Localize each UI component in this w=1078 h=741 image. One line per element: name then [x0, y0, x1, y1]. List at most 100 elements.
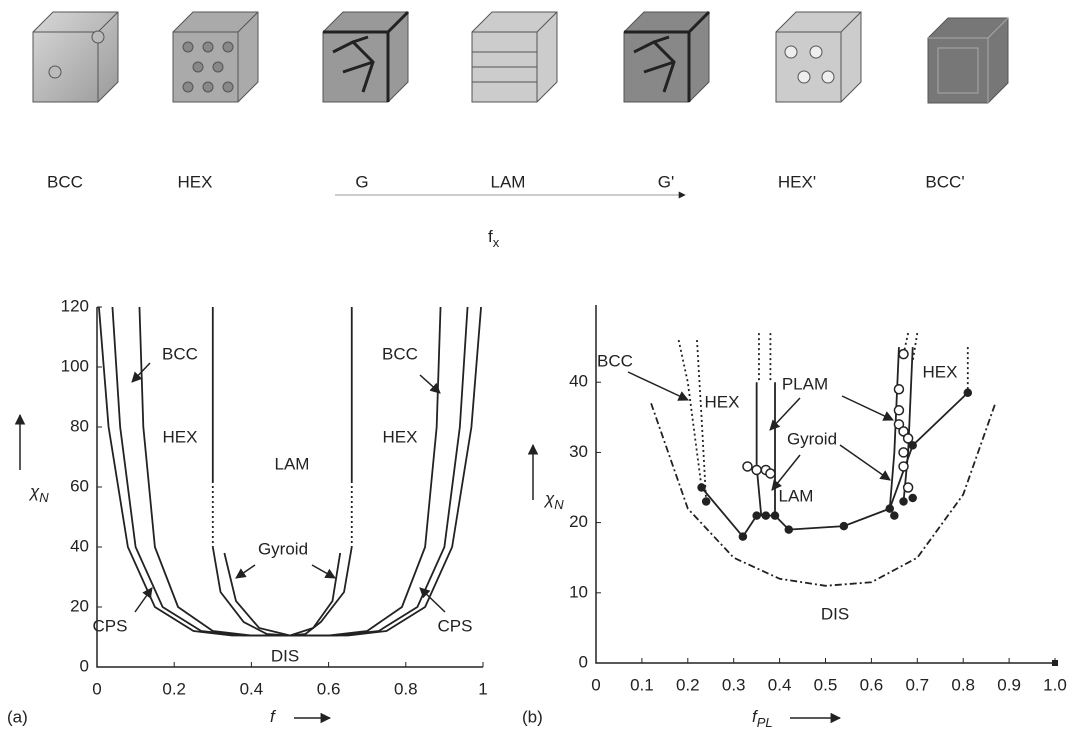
region-label: Gyroid	[258, 539, 308, 558]
phase-boundary	[224, 553, 290, 636]
y-tick-label: 20	[70, 596, 89, 615]
x-tick-label: 0.5	[814, 675, 838, 694]
phase-boundary	[757, 382, 762, 515]
region-label: DIS	[821, 604, 849, 623]
data-point	[752, 465, 761, 474]
x-tick-label: 0.6	[317, 679, 341, 698]
data-point	[840, 523, 847, 530]
x-tick-label: 1.0	[1043, 675, 1067, 694]
y-tick-label: 20	[569, 512, 588, 531]
x-tick-label: 0.1	[630, 675, 654, 694]
phase-boundary	[702, 393, 968, 537]
y-tick-label: 0	[80, 656, 89, 675]
x-tick-label: 0.8	[394, 679, 418, 698]
phase-boundary	[290, 307, 441, 636]
data-point	[785, 526, 792, 533]
y-axis-label-main: χ	[28, 482, 40, 501]
region-label: CPS	[438, 616, 473, 635]
phase-boundary	[697, 340, 706, 501]
phase-boundary	[679, 340, 702, 487]
morphology-label: HEX	[178, 172, 213, 191]
y-tick-label: 60	[70, 476, 89, 495]
y-axis-label-sub: N	[39, 490, 49, 505]
x-tick-label: 0.3	[722, 675, 746, 694]
morphology-label: G	[355, 172, 368, 191]
y-tick-label: 120	[61, 296, 89, 315]
y-tick-label: 100	[61, 356, 89, 375]
data-point	[909, 495, 916, 502]
figure: BCCHEXGLAMG'HEX'BCC'fx00.20.40.60.810204…	[0, 0, 1078, 741]
morphology-label: BCC'	[925, 172, 964, 191]
morphology-label: HEX'	[778, 172, 816, 191]
phase-boundary	[213, 547, 290, 636]
x-tick-label: 0	[591, 675, 600, 694]
panel-label: (b)	[522, 707, 543, 726]
x-axis-label: f	[270, 707, 277, 726]
phase-boundary	[112, 307, 290, 636]
region-label: HEX	[383, 427, 418, 446]
y-axis-label: χN	[28, 482, 49, 505]
region-label: HEX	[163, 427, 198, 446]
region-label: HEX	[923, 362, 958, 381]
panel-label: (a)	[7, 707, 28, 726]
region-label: LAM	[275, 454, 310, 473]
x-tick-label: 1	[478, 679, 487, 698]
y-tick-label: 80	[70, 416, 89, 435]
data-point	[904, 434, 913, 443]
data-point	[743, 462, 752, 471]
phase-boundary	[904, 347, 913, 501]
data-point	[899, 350, 908, 359]
fx-label: fx	[488, 227, 500, 250]
region-label: BCC	[597, 351, 633, 370]
morphology-label: LAM	[491, 172, 526, 191]
phase-boundary	[290, 547, 352, 636]
data-point	[753, 512, 760, 519]
x-tick-label: 0.8	[951, 675, 975, 694]
x-tick-label: 0.7	[905, 675, 929, 694]
y-axis-label: χN	[543, 489, 564, 512]
x-axis-label: fPL	[752, 707, 773, 730]
data-point	[739, 533, 746, 540]
region-label: DIS	[271, 646, 299, 665]
data-point	[762, 512, 769, 519]
y-axis-label-sub: N	[554, 497, 564, 512]
data-point	[766, 469, 775, 478]
x-axis-label-main: f	[270, 707, 277, 726]
phase-boundary	[290, 307, 468, 636]
x-tick-label: 0.6	[860, 675, 884, 694]
data-point	[904, 483, 913, 492]
y-tick-label: 40	[70, 536, 89, 555]
data-point	[964, 389, 971, 396]
y-tick-label: 10	[569, 582, 588, 601]
x-tick-label: 0	[92, 679, 101, 698]
region-label: CPS	[93, 616, 128, 635]
data-point	[899, 462, 908, 471]
region-label: HEX	[705, 392, 740, 411]
region-label: LAM	[779, 486, 814, 505]
y-tick-label: 30	[569, 442, 588, 461]
y-axis-label-main: χ	[543, 489, 555, 508]
x-tick-label: 0.9	[997, 675, 1021, 694]
fx-label-sub: x	[493, 235, 500, 250]
phase-boundary	[913, 333, 918, 361]
x-tick-label: 0.4	[768, 675, 792, 694]
region-label: PLAM	[782, 374, 828, 393]
data-point	[894, 385, 903, 394]
cube-icons	[33, 12, 1008, 103]
y-tick-label: 0	[579, 652, 588, 671]
data-point	[891, 512, 898, 519]
x-tick-label: 0.2	[162, 679, 186, 698]
data-point	[894, 406, 903, 415]
y-tick-label: 40	[569, 372, 588, 391]
morphology-label: G'	[658, 172, 674, 191]
region-label: Gyroid	[787, 429, 837, 448]
region-label: BCC	[162, 344, 198, 363]
data-point	[899, 448, 908, 457]
x-tick-label: 0.4	[240, 679, 264, 698]
axis-line	[97, 307, 483, 667]
x-axis-label-sub: PL	[757, 715, 773, 730]
x-tick-label: 0.2	[676, 675, 700, 694]
phase-boundary	[290, 553, 340, 636]
morphology-label: BCC	[47, 172, 83, 191]
region-label: BCC	[382, 344, 418, 363]
